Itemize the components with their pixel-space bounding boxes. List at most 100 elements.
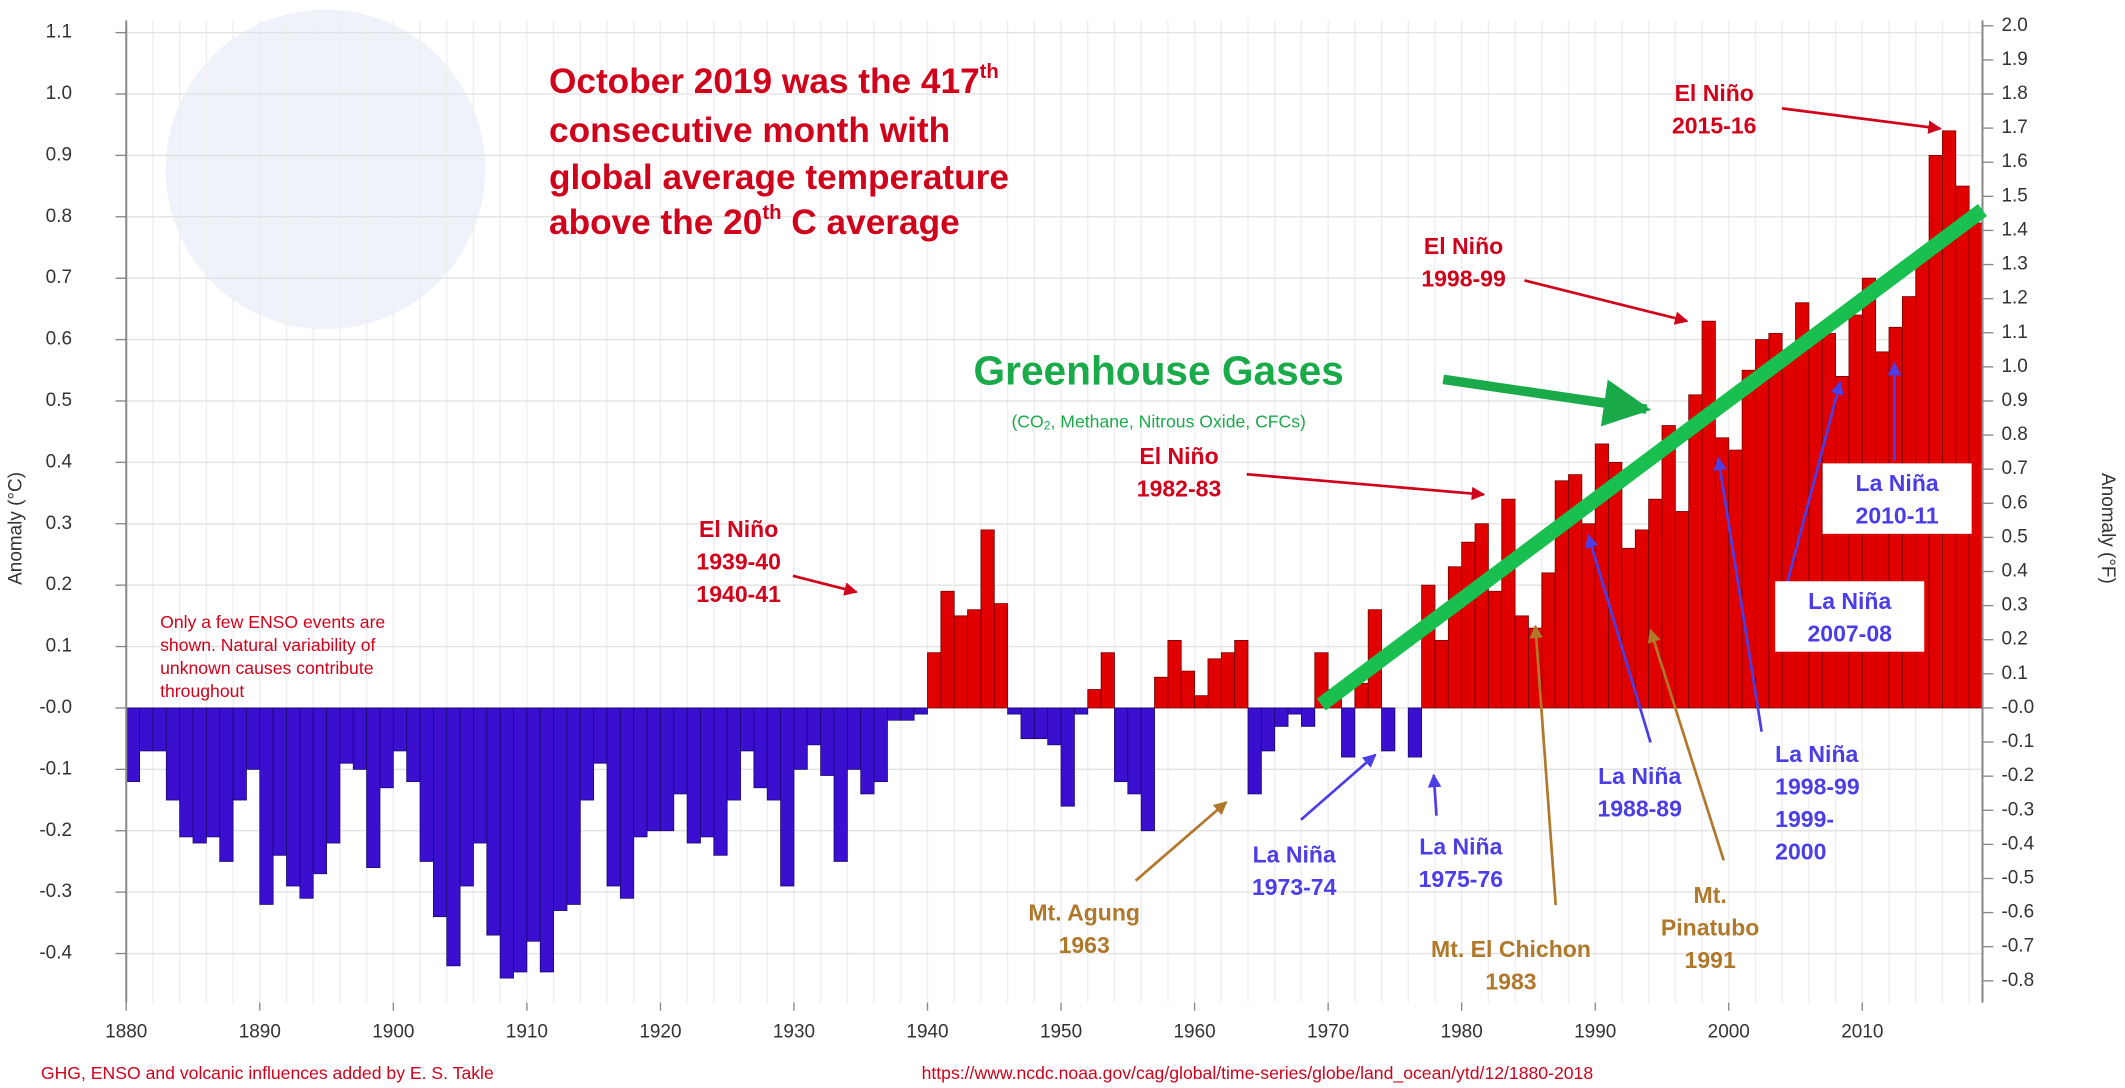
x-tick-label: 1910 [506, 1021, 548, 1042]
y2-tick-label: -0.7 [2001, 936, 2034, 957]
y2-tick-label: -0.8 [2001, 970, 2034, 991]
y2-tick-label: 0.1 [2001, 663, 2027, 684]
bar [1167, 640, 1182, 709]
annotation: Mt. Agung [1028, 900, 1140, 926]
bar [246, 707, 261, 770]
x-tick-label: 1880 [105, 1021, 147, 1042]
bar [139, 707, 154, 752]
annotation-arrow [1427, 773, 1442, 816]
y2-tick-label: -0.6 [2001, 902, 2034, 923]
x-tick-label: 1930 [773, 1021, 815, 1042]
y2-tick-label: -0.4 [2001, 833, 2034, 854]
bar [913, 707, 928, 715]
bar [873, 707, 888, 783]
y2-tick-label: 1.0 [2001, 356, 2027, 377]
bar [192, 707, 207, 844]
y2-tick-label: 0.2 [2001, 629, 2027, 650]
bar [940, 590, 955, 709]
bar [1100, 652, 1115, 709]
y-tick-label: 0.2 [46, 574, 72, 595]
bar [1808, 333, 1823, 709]
bar [980, 529, 995, 709]
bar [846, 707, 862, 770]
annotation: La Niña [1598, 763, 1681, 789]
bar [833, 707, 848, 862]
annotation: 1999- [1775, 806, 1834, 832]
annotation: 2015-16 [1672, 112, 1756, 138]
bar [286, 707, 301, 887]
bar [927, 652, 942, 709]
ghg-subtitle-part: (CO [1011, 411, 1043, 431]
annotation-arrow [1300, 753, 1377, 821]
bar [806, 707, 822, 746]
annotation-arrow [792, 574, 858, 596]
title-part: C average [782, 203, 960, 242]
bar [780, 707, 795, 887]
bar [1140, 707, 1155, 832]
y2-tick-label: 0.5 [2001, 526, 2027, 547]
y-tick-label: -0.0 [39, 697, 72, 718]
bar [646, 707, 661, 832]
annotation: Mt. [1694, 882, 1727, 908]
bar [1541, 572, 1556, 709]
annotation: 1991 [1685, 947, 1736, 973]
y2-tick-label: 0.7 [2001, 458, 2027, 479]
bar [1728, 449, 1743, 709]
y-tick-label: 0.1 [46, 636, 72, 657]
annotation-arrow [1781, 107, 1942, 134]
x-tick-label: 2000 [1708, 1021, 1750, 1042]
bar [339, 707, 354, 764]
bar [419, 707, 434, 862]
bar [673, 707, 688, 795]
bar [579, 707, 595, 801]
y2-tick-label: -0.1 [2001, 731, 2034, 752]
bar [179, 707, 194, 838]
bar [860, 707, 875, 795]
bar [967, 609, 982, 709]
title-part: October 2019 was the 417 [549, 62, 980, 101]
x-tick-label: 1940 [906, 1021, 948, 1042]
bar [1087, 689, 1102, 709]
bar [272, 707, 287, 856]
bar [700, 707, 715, 838]
annotation: Greenhouse Gases [974, 348, 1344, 394]
title-line: above the 20th C average [549, 202, 960, 242]
y2-tick-label: 0.8 [2001, 424, 2027, 445]
bar [1768, 333, 1783, 709]
bar [1287, 707, 1302, 715]
y-tick-label: -0.2 [39, 820, 72, 841]
y-tick-label: -0.3 [39, 881, 72, 902]
bar [1047, 707, 1062, 746]
y-tick-label: 1.0 [46, 83, 72, 104]
bar [593, 707, 608, 764]
bar [1688, 394, 1703, 709]
logo [165, 9, 486, 330]
bar [1180, 670, 1195, 709]
x-tick-label: 1960 [1174, 1021, 1216, 1042]
bar [125, 707, 141, 783]
annotation: 1988-89 [1597, 795, 1681, 821]
bar [1755, 339, 1770, 709]
y2-tick-label: 0.4 [2001, 561, 2027, 582]
y2-tick-label: -0.0 [2001, 697, 2034, 718]
bar [1701, 320, 1716, 709]
bar [1955, 185, 1970, 709]
annotation: shown. Natural variability of [160, 635, 375, 655]
bar [1154, 676, 1169, 709]
ghg-subtitle-part: 2 [1044, 419, 1051, 433]
title-part: th [980, 61, 999, 83]
bar [633, 707, 648, 838]
annotation: unknown causes contribute [160, 658, 374, 678]
bar [1434, 640, 1449, 709]
y2-tick-label: -0.3 [2001, 799, 2034, 820]
bar [660, 707, 675, 832]
bar [486, 707, 501, 936]
annotation: El Niño [1139, 443, 1218, 469]
y-tick-label: 0.7 [46, 267, 72, 288]
title-part: th [762, 202, 781, 224]
y2-tick-label: 1.9 [2001, 49, 2027, 70]
y-tick-label: 0.4 [46, 451, 72, 472]
annotation: 1963 [1059, 932, 1110, 958]
annotation: 2000 [1775, 839, 1826, 865]
y2-tick-label: 1.2 [2001, 288, 2027, 309]
